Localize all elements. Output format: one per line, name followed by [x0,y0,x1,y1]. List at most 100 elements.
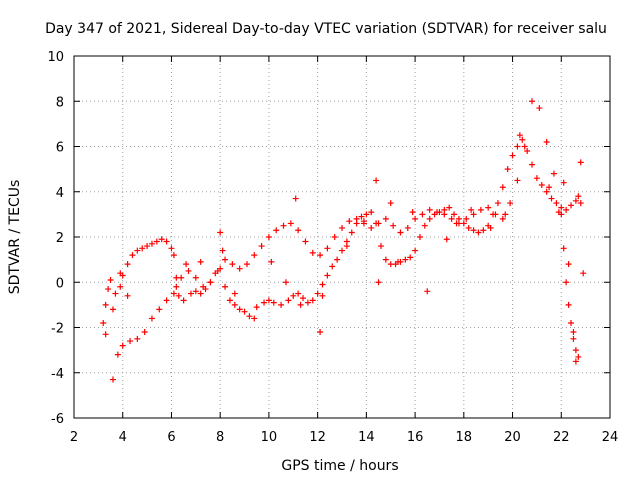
data-point [485,204,492,211]
data-point [572,197,579,204]
data-point [319,281,326,288]
data-point [168,245,175,252]
data-point [536,105,543,112]
data-point [148,315,155,322]
data-point [200,283,207,290]
data-point [387,200,394,207]
data-point [222,283,229,290]
data-point [187,290,194,297]
y-tick-label: -2 [51,322,64,337]
x-tick-label: 2 [70,430,78,445]
x-tick-label: 8 [216,430,224,445]
data-point [368,224,375,231]
data-point [516,132,523,139]
data-point [207,279,214,286]
data-point [470,211,477,218]
data-point [139,245,146,252]
data-point [529,161,536,168]
y-tick-label: 8 [56,95,64,110]
data-point [507,200,514,207]
data-point [390,222,397,229]
x-tick-label: 16 [407,430,424,445]
data-point [270,299,277,306]
data-point [494,200,501,207]
data-point [346,218,353,225]
data-point [185,267,192,274]
data-point [226,297,233,304]
data-point [499,184,506,191]
data-point [278,301,285,308]
y-tick-label: -4 [51,367,64,382]
y-tick-label: 6 [56,141,64,156]
data-point [514,143,521,150]
x-axis-label: GPS time / hours [281,458,398,474]
y-tick-label: 10 [47,50,64,65]
data-point [290,292,297,299]
data-point [273,227,280,234]
data-point [480,227,487,234]
data-point [572,347,579,354]
data-point [124,261,131,268]
data-point [570,329,577,336]
data-point [453,220,460,227]
y-axis-label: SDTVAR / TECUs [7,180,23,295]
data-point [434,209,441,216]
data-point [570,335,577,342]
data-point [112,290,119,297]
data-point [102,331,109,338]
data-point [173,283,180,290]
data-point [568,202,575,209]
data-point [546,184,553,191]
data-point [575,353,582,360]
data-point [287,220,294,227]
data-point [317,329,324,336]
data-point [163,238,170,245]
data-point [295,290,302,297]
data-point [114,351,121,358]
data-point [358,213,365,220]
data-point [197,258,204,265]
data-point [577,200,584,207]
data-point [397,229,404,236]
data-point [297,301,304,308]
data-point [236,265,243,272]
data-point [538,181,545,188]
y-tick-label: 2 [56,231,64,246]
data-point [465,224,472,231]
data-point [153,238,160,245]
data-point [105,286,112,293]
y-tick-label: 4 [56,186,64,201]
data-point [377,243,384,250]
chart-title: Day 347 of 2021, Sidereal Day-to-day VTE… [45,21,607,37]
data-point [324,272,331,279]
data-point [375,220,382,227]
data-point [443,236,450,243]
data-point [451,211,458,218]
data-point [509,152,516,159]
data-point [504,166,511,173]
data-point [353,215,360,222]
data-point [231,290,238,297]
data-point [368,209,375,216]
data-point [243,261,250,268]
data-point [119,342,126,349]
data-point [519,136,526,143]
data-point [170,252,177,259]
data-point [416,234,423,240]
data-point [183,261,190,268]
data-point [317,252,324,259]
data-point [100,319,107,326]
data-point [304,299,311,306]
data-point [521,143,528,150]
data-point [241,308,248,315]
data-point [309,249,316,256]
data-point [265,297,272,304]
data-point [144,243,151,250]
data-point [533,175,540,182]
data-point [568,319,575,326]
data-point [229,261,236,268]
data-point [251,252,258,259]
data-point [319,292,326,299]
y-tick-label: 0 [56,276,64,291]
